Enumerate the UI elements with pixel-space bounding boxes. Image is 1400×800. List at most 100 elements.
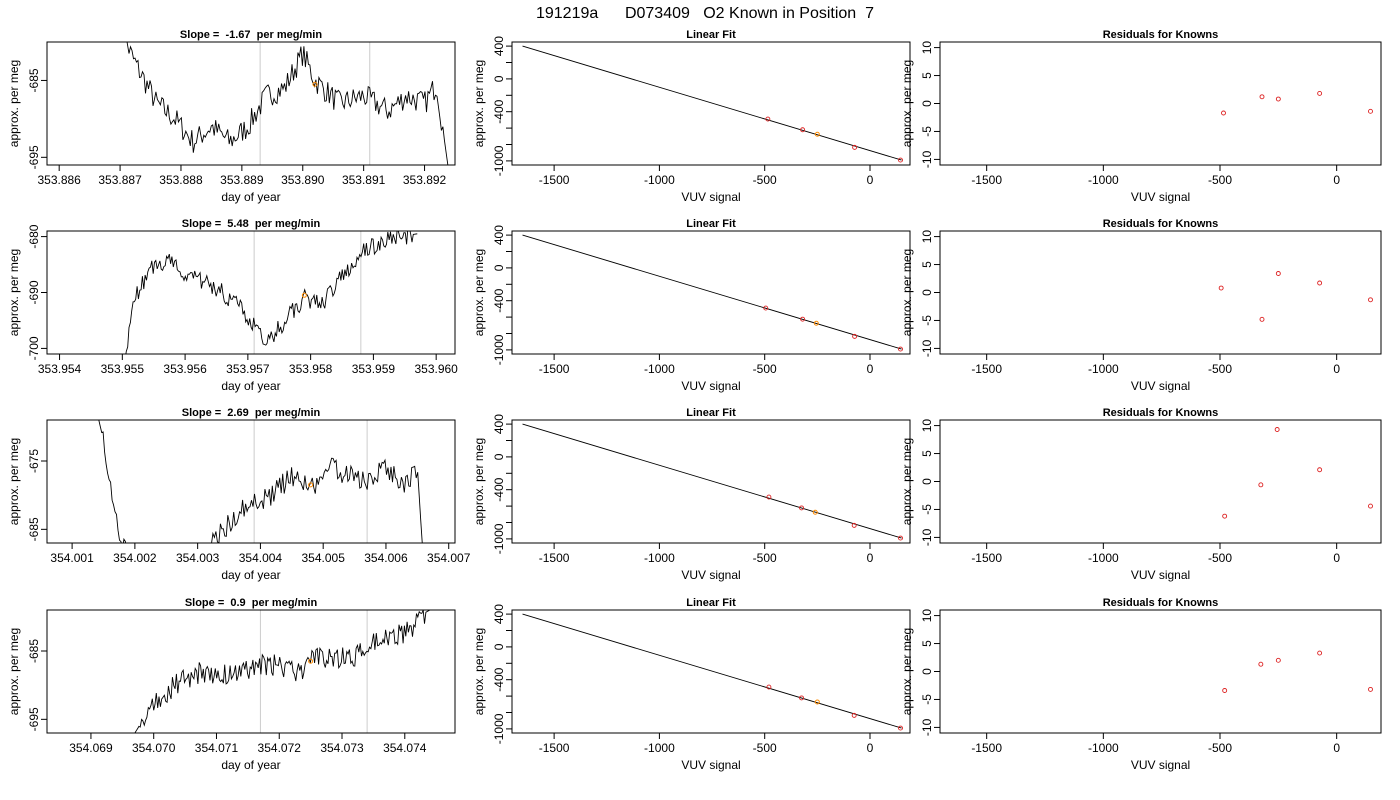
x-axis-label: VUV signal [1131,190,1190,204]
x-tick-label: -1500 [971,362,1002,376]
x-tick-label: 354.069 [69,741,113,755]
data-point [799,505,805,511]
x-tick-label: -500 [753,741,777,755]
y-tick-label: -685 [27,517,41,541]
sample-point [308,482,314,488]
x-tick-label: 353.959 [352,362,396,376]
x-axis-label: VUV signal [681,379,740,393]
panel-frame [939,419,1382,544]
fit-line [522,423,902,539]
panel-linear-row-2: Linear Fit -1500 -1000 -500 0 -1000 -400 0 400 VU… [472,407,911,582]
panel-residuals-row-1: Residuals for Knowns -1500 -1000 -500 0 -10 -5… [900,218,1382,393]
x-axis-label: day of year [221,190,280,204]
y-axis-label: approx. per meg [7,438,21,525]
data-point [1221,110,1226,116]
panel-residuals-row-2: Residuals for Knowns -1500 -1000 -500 0 -10 -5… [900,407,1382,582]
plot-area [522,613,903,731]
data-point [765,116,771,122]
y-tick-label: -5 [920,504,934,515]
data-point [1259,316,1265,322]
x-tick-label: -1500 [539,173,570,187]
y-axis-label: approx. per meg [472,628,486,715]
y-axis-label: approx. per meg [472,438,486,525]
x-tick-label: -1000 [1088,362,1119,376]
y-tick-label: -400 [492,288,506,312]
data-point [852,333,858,339]
x-tick-label: -1500 [539,551,570,565]
data-trace [125,231,418,354]
x-tick-label: 353.888 [159,173,203,187]
panel-frame [511,41,911,166]
plot-area [522,423,903,541]
y-tick-label: -700 [27,336,41,360]
panel-title: Residuals for Knowns [1103,29,1219,41]
data-point [1317,90,1323,96]
y-tick-label: -675 [27,449,41,473]
y-tick-label: 10 [920,609,934,623]
data-point [1258,661,1264,667]
figure-title: 191219a D073409 O2 Known in Position 7 [536,5,874,22]
x-tick-label: 353.957 [226,362,270,376]
data-point [1368,503,1373,509]
y-tick-label: -1000 [492,713,506,744]
x-tick-label: 354.073 [320,741,364,755]
y-tick-label: 400 [492,36,506,56]
y-tick-label: 0 [920,100,934,107]
x-tick-label: -1000 [1088,173,1119,187]
x-axis-label: VUV signal [1131,568,1190,582]
panel-frame [939,41,1382,166]
x-tick-label: 354.074 [383,741,427,755]
x-tick-label: -1000 [644,551,675,565]
x-tick-label: 353.954 [38,362,82,376]
panel-title: Residuals for Knowns [1103,218,1219,230]
x-tick-label: -1000 [1088,551,1119,565]
y-tick-label: 400 [492,604,506,624]
x-axis-label: VUV signal [681,568,740,582]
data-point [898,346,903,352]
fit-line [522,613,902,729]
panel-frame [46,419,456,544]
panel-title: Linear Fit [686,218,736,230]
data-point [1368,686,1373,692]
x-tick-label: 353.956 [163,362,207,376]
y-tick-label: -5 [920,126,934,137]
data-trace [134,610,431,733]
y-tick-label: -10 [920,528,934,546]
panel-frame [511,609,911,734]
data-point [766,494,772,500]
x-tick-label: -500 [1208,173,1232,187]
data-trace [126,42,449,165]
panels: Slope = -1.67 per meg/min 353.886 353.887 3… [7,29,1382,772]
data-point [1275,271,1281,276]
panel-frame [511,230,911,355]
panel-frame [939,230,1382,355]
x-tick-label: 0 [867,741,874,755]
data-point [898,535,903,541]
x-axis-label: day of year [221,568,280,582]
y-axis-label: approx. per meg [900,249,914,336]
y-tick-label: 0 [920,289,934,296]
sample-point [814,699,820,705]
x-tick-label: -1500 [971,173,1002,187]
panel-title: Slope = 5.48 per meg/min [182,218,321,230]
data-point [1258,482,1264,488]
y-tick-label: -685 [27,639,41,663]
panel-title: Slope = -1.67 per meg/min [180,29,322,41]
y-axis-label: approx. per meg [900,60,914,147]
plot-area [125,231,418,354]
data-point [766,684,772,690]
y-tick-label: -690 [27,280,41,304]
panel-title: Linear Fit [686,407,736,419]
y-tick-label: -680 [27,224,41,248]
y-tick-label: -695 [27,145,41,169]
y-tick-label: 400 [492,225,506,245]
data-point [898,157,903,163]
y-axis-label: approx. per meg [472,60,486,147]
y-tick-label: -685 [27,68,41,92]
y-axis-label: approx. per meg [472,249,486,336]
y-tick-label: -1000 [492,334,506,365]
y-tick-label: 10 [920,230,934,244]
x-tick-label: 0 [1333,741,1340,755]
x-axis-label: VUV signal [1131,758,1190,772]
x-tick-label: 354.002 [113,551,157,565]
